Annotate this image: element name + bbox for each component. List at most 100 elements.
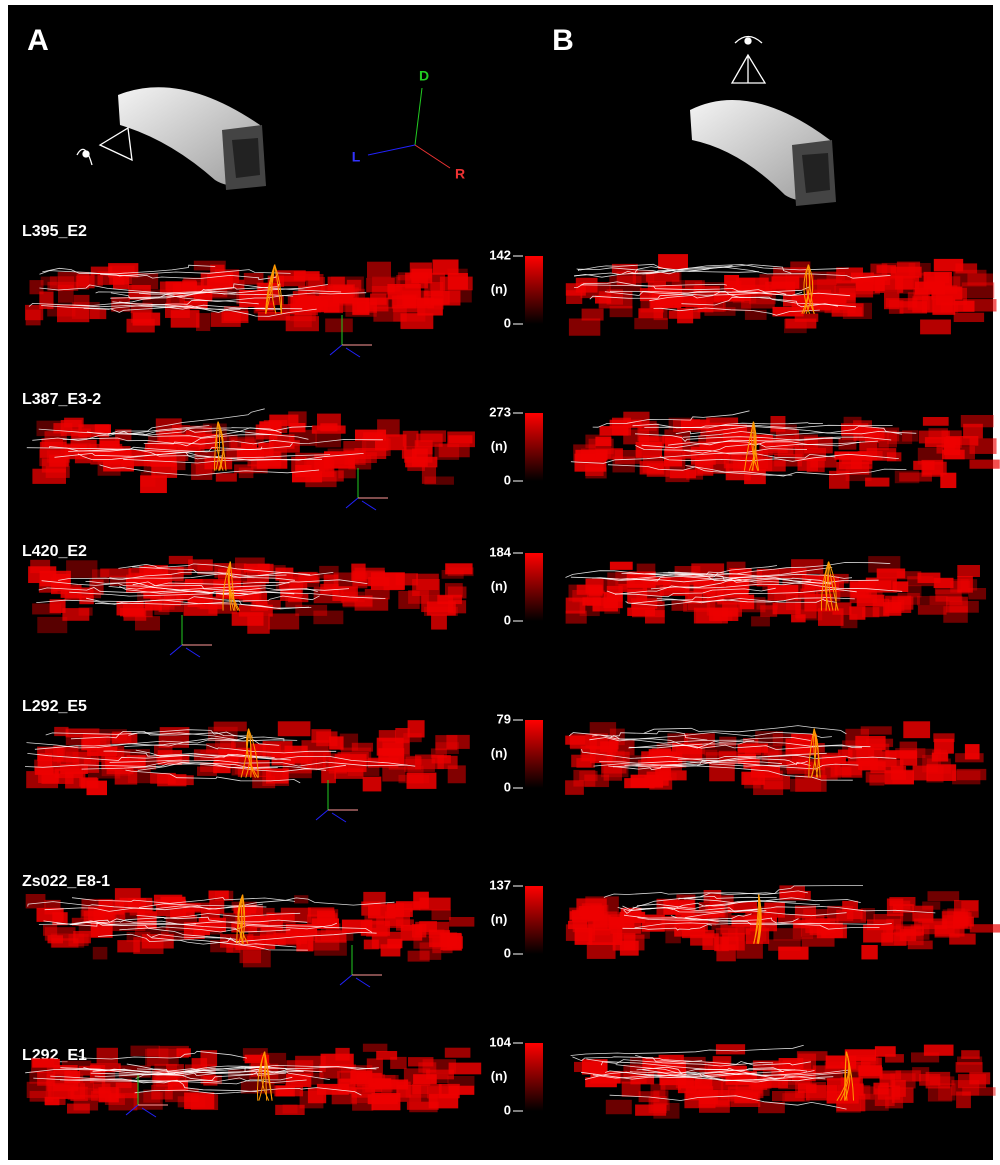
density-voxel <box>659 770 686 780</box>
density-voxel <box>306 274 324 290</box>
density-voxel <box>924 1045 954 1056</box>
density-voxel <box>97 1048 118 1064</box>
density-voxel <box>869 774 884 785</box>
density-voxel <box>145 601 162 610</box>
density-voxel <box>324 575 339 592</box>
density-voxel <box>239 468 254 479</box>
density-voxel <box>702 933 718 950</box>
figure: A B D L R L395_E2142(n)0L387_E3-2273(n)0… <box>0 0 1000 1165</box>
row-label: L395_E2 <box>22 223 87 240</box>
density-voxel <box>340 734 358 751</box>
density-voxel <box>367 1058 383 1075</box>
density-voxel <box>45 748 65 756</box>
density-voxel <box>569 319 600 336</box>
density-voxel <box>216 473 237 481</box>
colorbar-min: 0 <box>504 1102 511 1117</box>
density-voxel <box>182 280 196 292</box>
density-voxel <box>576 758 594 768</box>
density-voxel <box>961 1050 980 1059</box>
density-voxel <box>384 573 404 590</box>
density-voxel <box>903 721 930 738</box>
density-voxel <box>859 1065 882 1076</box>
density-voxel <box>37 908 64 922</box>
density-voxel <box>709 763 735 781</box>
density-voxel <box>784 319 807 333</box>
density-voxel <box>961 579 978 590</box>
colorbar <box>525 1043 543 1111</box>
density-voxel <box>585 467 606 478</box>
row-label: L420_E2 <box>22 543 87 560</box>
density-voxel <box>862 607 879 617</box>
density-voxel <box>926 766 943 783</box>
density-voxel <box>435 735 457 750</box>
row-label: L387_E3-2 <box>22 391 101 408</box>
density-voxel <box>302 740 329 755</box>
density-voxel <box>26 310 41 326</box>
colorbar-max: 273 <box>489 404 511 419</box>
density-voxel <box>581 449 611 459</box>
density-voxel <box>268 614 299 630</box>
colorbar-unit: (n) <box>491 578 508 593</box>
density-voxel <box>363 1044 387 1052</box>
density-voxel <box>426 1070 454 1080</box>
density-voxel <box>845 1049 876 1061</box>
density-voxel <box>954 313 984 322</box>
density-voxel <box>55 769 83 778</box>
density-voxel <box>896 1070 921 1081</box>
density-voxel <box>638 308 663 318</box>
colorbar-min: 0 <box>504 779 511 794</box>
density-voxel <box>970 438 997 454</box>
density-voxel <box>582 309 604 321</box>
density-voxel <box>127 319 155 333</box>
density-voxel <box>366 298 389 312</box>
density-voxel <box>66 735 86 745</box>
density-voxel <box>387 939 402 948</box>
density-voxel <box>43 925 57 936</box>
colorbar-min: 0 <box>504 472 511 487</box>
density-voxel <box>395 728 409 743</box>
density-voxel <box>920 320 951 335</box>
density-voxel <box>900 742 917 758</box>
density-voxel <box>570 735 590 748</box>
density-voxel <box>432 910 451 921</box>
colorbar <box>525 413 543 481</box>
density-voxel <box>873 1083 888 1095</box>
density-voxel <box>881 933 906 946</box>
colorbar-max: 137 <box>489 877 511 892</box>
density-voxel <box>415 922 449 935</box>
density-voxel <box>278 721 311 736</box>
density-voxel <box>439 1084 460 1098</box>
density-voxel <box>140 475 167 493</box>
colorbar-min: 0 <box>504 612 511 627</box>
density-voxel <box>773 928 801 940</box>
density-voxel <box>184 1093 214 1110</box>
density-voxel <box>768 939 800 950</box>
density-voxel <box>866 739 893 747</box>
density-voxel <box>135 616 160 630</box>
density-voxel <box>295 1056 326 1072</box>
density-voxel <box>214 722 247 732</box>
density-voxel <box>69 934 89 946</box>
density-voxel <box>445 583 463 597</box>
density-voxel <box>865 478 889 487</box>
density-voxel <box>854 1086 875 1099</box>
density-voxel <box>902 430 918 441</box>
density-voxel <box>408 720 425 737</box>
axis-label: D <box>419 68 429 84</box>
density-voxel <box>961 415 994 427</box>
density-voxel <box>442 570 464 579</box>
density-voxel <box>751 616 770 626</box>
density-voxel <box>88 770 120 779</box>
density-voxel <box>913 765 928 780</box>
density-voxel <box>681 420 710 430</box>
density-voxel <box>957 565 980 577</box>
density-voxel <box>918 605 947 614</box>
density-voxel <box>897 571 922 579</box>
density-voxel <box>448 289 472 302</box>
density-voxel <box>375 434 406 450</box>
density-voxel <box>932 299 955 315</box>
density-voxel <box>579 771 597 781</box>
density-voxel <box>363 777 382 792</box>
colorbar-unit: (n) <box>491 745 508 760</box>
density-voxel <box>435 444 460 460</box>
